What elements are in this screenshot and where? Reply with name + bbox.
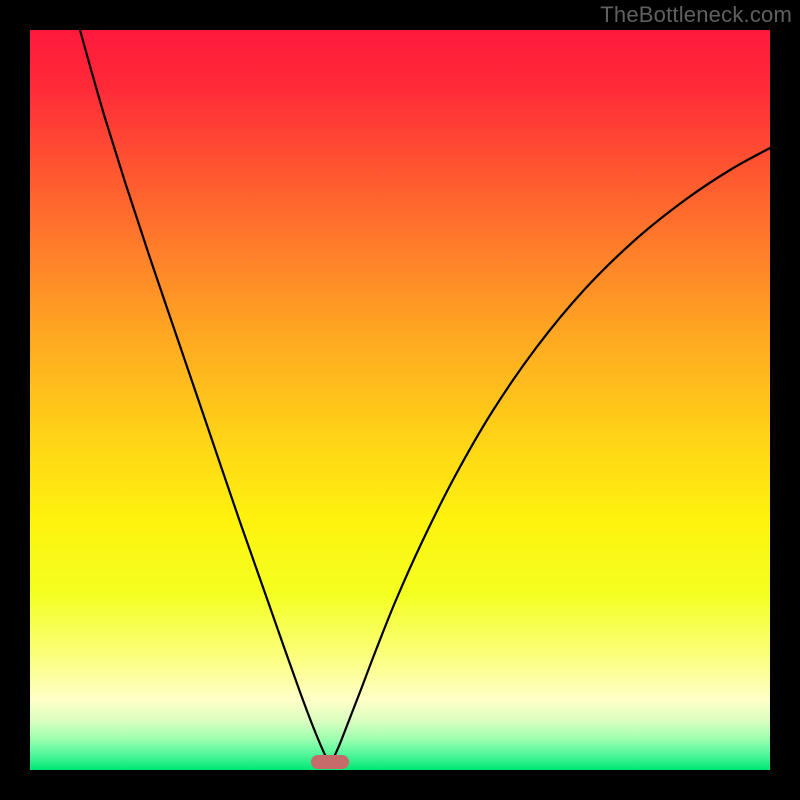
bottleneck-chart [0, 0, 800, 800]
chart-stage: TheBottleneck.com [0, 0, 800, 800]
optimal-point-marker [311, 755, 349, 769]
watermark-text: TheBottleneck.com [600, 2, 792, 28]
